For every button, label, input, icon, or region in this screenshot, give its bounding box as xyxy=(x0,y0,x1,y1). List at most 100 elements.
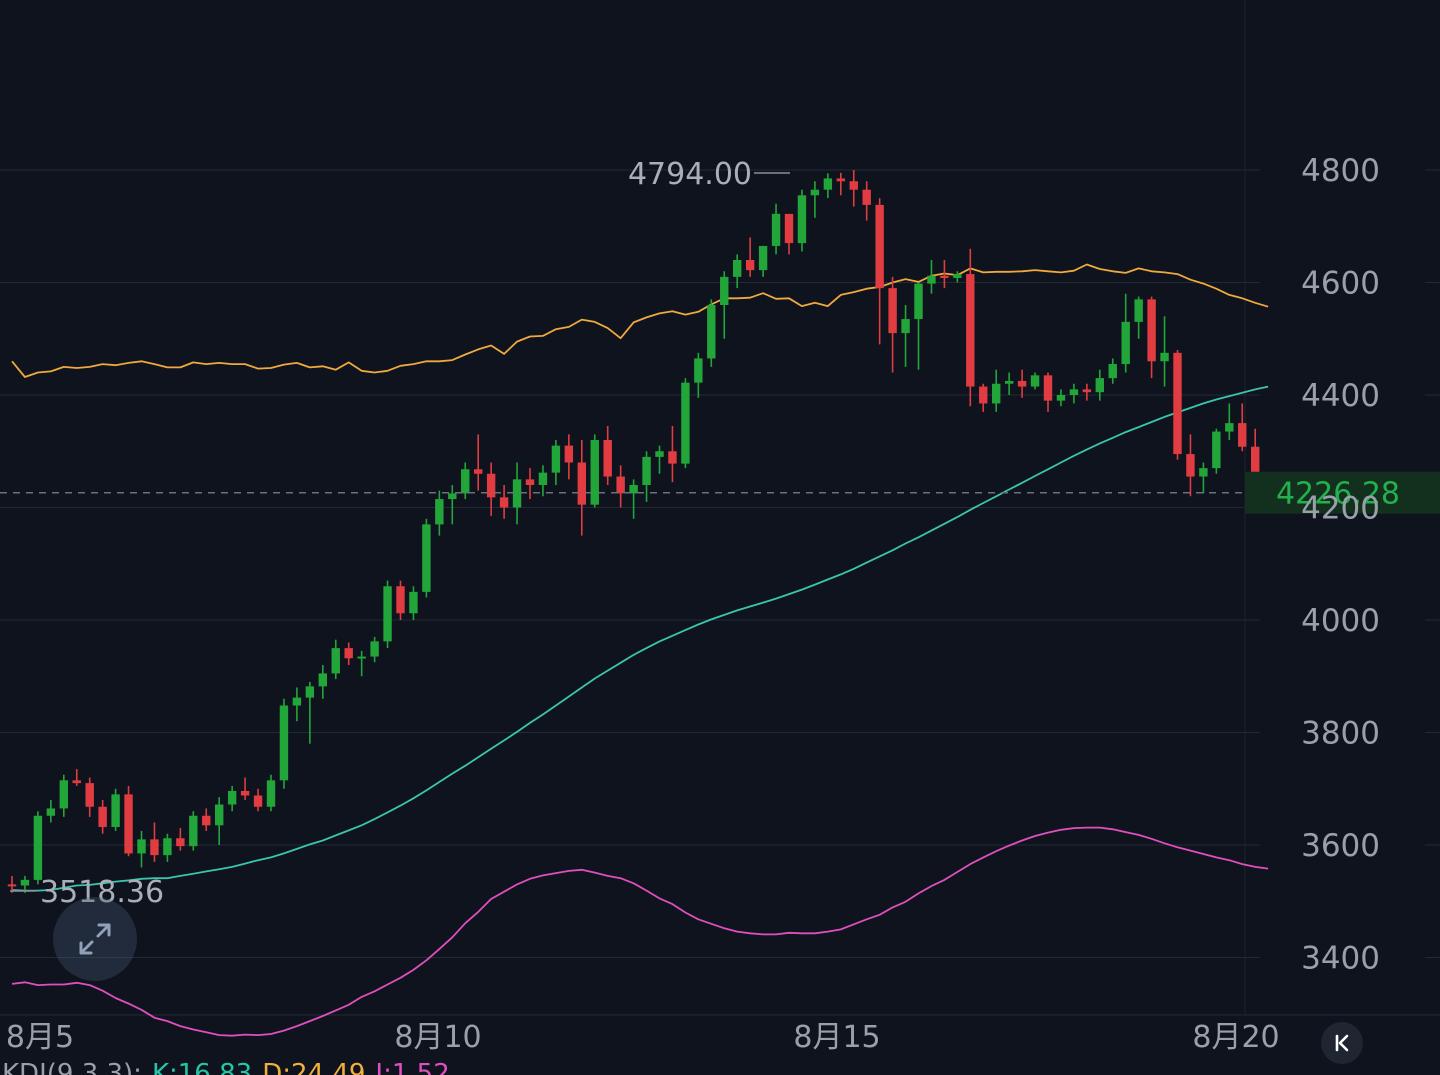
candle-up xyxy=(1212,428,1221,474)
axes: 4800 4600 4400 4200 4000 3800 3600 3400 8月5 8月10 8… xyxy=(6,153,1380,1055)
candle-down xyxy=(875,198,884,345)
candle-up xyxy=(797,189,807,252)
candle-body xyxy=(1069,389,1079,395)
candle-body xyxy=(849,181,858,190)
candle-body xyxy=(1095,378,1104,393)
candle-up xyxy=(538,465,548,497)
candle-up xyxy=(914,282,923,370)
candle-down xyxy=(577,440,586,536)
skip-to-latest-icon xyxy=(1335,1034,1349,1052)
candle-body xyxy=(318,673,327,687)
candle-up xyxy=(435,490,444,536)
candle-up xyxy=(927,260,936,294)
candle-body xyxy=(370,641,379,657)
candle-body xyxy=(771,213,781,246)
candle-down xyxy=(85,777,94,817)
candle-down xyxy=(849,170,858,207)
candle-up xyxy=(681,378,690,469)
candle-up xyxy=(1199,462,1208,494)
candle-body xyxy=(422,524,431,592)
candle-body xyxy=(383,586,392,642)
candle-body xyxy=(590,440,599,505)
candle-body xyxy=(98,806,107,827)
candle-body xyxy=(512,479,522,508)
candle-up xyxy=(901,305,910,367)
candle-body xyxy=(862,189,871,205)
candle-body xyxy=(474,469,483,474)
candle-body xyxy=(836,178,845,182)
candle-up xyxy=(512,462,522,525)
candle-down xyxy=(253,788,263,812)
candle-up xyxy=(370,636,379,663)
x-tick-label: 8月15 xyxy=(793,1020,880,1055)
kdj-label: KDJ(9,3,3): xyxy=(2,1059,142,1075)
candle-up xyxy=(590,434,599,508)
candle-body xyxy=(953,274,962,278)
candle-body xyxy=(486,473,496,498)
y-tick-label: 4200 xyxy=(1301,491,1380,527)
candle-body xyxy=(758,245,768,271)
boll-mid-line xyxy=(11,385,1269,892)
candle-up xyxy=(810,181,820,218)
candle-body xyxy=(681,382,690,464)
candle-body xyxy=(1225,423,1234,432)
candle-up xyxy=(20,875,30,893)
candle-body xyxy=(810,189,820,196)
candle-up xyxy=(1004,372,1014,395)
candle-up xyxy=(823,173,833,199)
candle-up xyxy=(279,698,289,789)
candle-down xyxy=(862,181,871,221)
candle-up xyxy=(318,665,327,699)
candle-up xyxy=(59,774,68,817)
candle-up xyxy=(1121,293,1130,373)
candle-body xyxy=(1017,380,1027,387)
candle-body xyxy=(901,319,910,334)
expand-chart-button[interactable] xyxy=(53,897,137,981)
y-tick-label: 3800 xyxy=(1301,716,1380,752)
candle-down xyxy=(888,276,897,373)
x-tick-label: 8月10 xyxy=(394,1020,481,1055)
candle-up xyxy=(733,254,742,289)
candle-down xyxy=(1238,403,1247,452)
candle-down xyxy=(784,213,794,255)
candle-body xyxy=(253,795,263,807)
candle-up xyxy=(331,639,340,680)
candle-body xyxy=(292,697,302,706)
candle-body xyxy=(538,472,548,485)
candle-up xyxy=(642,451,651,502)
candle-down xyxy=(940,260,949,289)
candle-body xyxy=(396,586,405,614)
candle-body xyxy=(46,808,56,816)
candle-body xyxy=(888,288,897,334)
candles xyxy=(7,170,1273,893)
candle-up xyxy=(655,445,664,474)
candle-up xyxy=(1225,403,1234,440)
candle-body xyxy=(992,383,1001,404)
candle-down xyxy=(396,580,405,620)
skip-to-latest-button[interactable] xyxy=(1321,1022,1363,1064)
candle-body xyxy=(1160,352,1169,362)
candle-body xyxy=(1186,454,1195,477)
grid xyxy=(0,0,1440,1016)
candle-up xyxy=(1134,296,1143,339)
candle-up xyxy=(137,830,146,868)
candle-down xyxy=(525,468,535,500)
candle-down xyxy=(124,785,133,857)
candle-down xyxy=(72,769,81,786)
candle-body xyxy=(176,838,185,847)
candle-down xyxy=(150,822,159,862)
candle-down xyxy=(836,172,845,196)
y-tick-label: 4000 xyxy=(1301,603,1380,639)
candle-body xyxy=(7,884,17,887)
kdj-k-value: K:16.83 xyxy=(152,1059,252,1075)
candle-body xyxy=(720,276,729,305)
candle-body xyxy=(266,780,276,807)
candle-up xyxy=(1095,369,1104,401)
candle-body xyxy=(1134,299,1143,322)
candle-up xyxy=(33,811,43,885)
low-price-label: 3518.36 xyxy=(40,875,164,910)
x-tick-label: 8月20 xyxy=(1192,1020,1279,1055)
candle-up xyxy=(1108,358,1117,384)
